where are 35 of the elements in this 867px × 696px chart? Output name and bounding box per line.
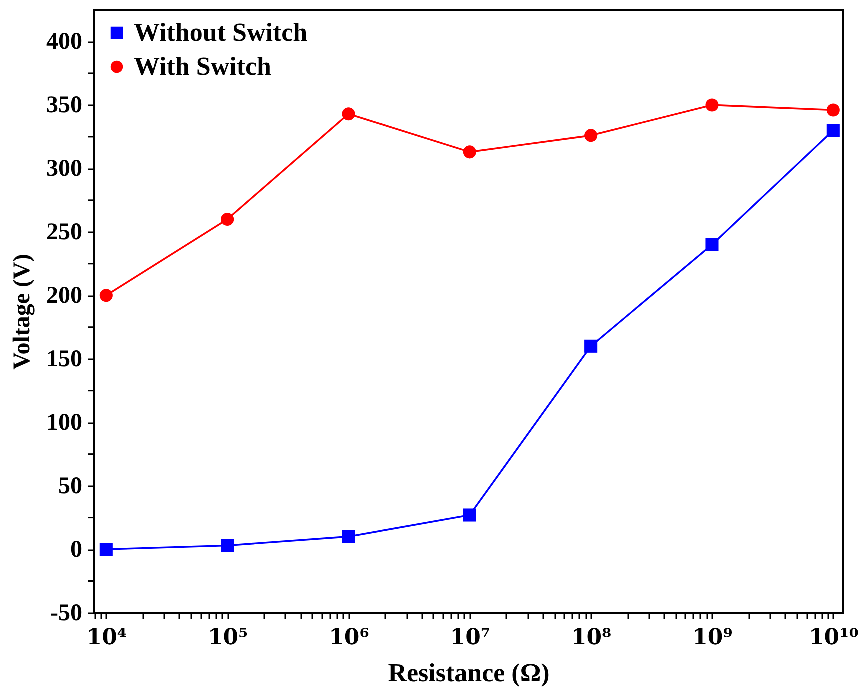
x-tick-label: 10⁴: [86, 624, 128, 650]
y-tick-label: -50: [50, 600, 82, 626]
y-tick-label: 100: [46, 410, 82, 436]
y-tick-label: 400: [46, 29, 82, 56]
point: [826, 104, 840, 117]
legend-label: Without Switch: [134, 18, 308, 47]
x-tick-label: 10⁵: [208, 624, 248, 650]
y-axis-title: Voltage (V): [10, 254, 36, 370]
point: [463, 146, 476, 159]
point: [342, 530, 356, 544]
x-tick-label: 10⁶: [329, 624, 370, 650]
y-tick-label: 50: [58, 474, 82, 500]
legend-label: With Switch: [134, 52, 272, 81]
y-tick-label: 350: [46, 92, 82, 119]
point: [100, 543, 113, 556]
x-tick-label: 10⁸: [571, 624, 612, 650]
y-tick-label: 200: [46, 283, 82, 310]
x-tick-label: 10⁹: [692, 624, 733, 650]
point: [221, 539, 234, 552]
y-tick-label: 300: [46, 156, 82, 182]
x-tick-label: 10¹⁰: [808, 624, 860, 650]
point: [706, 238, 719, 252]
point: [584, 340, 598, 353]
x-axis-title: Resistance (Ω): [388, 658, 550, 688]
point: [584, 129, 598, 142]
point: [706, 98, 719, 112]
point: [342, 108, 356, 121]
y-tick-label: 250: [46, 220, 82, 246]
y-tick-label: 0: [70, 537, 82, 564]
point: [100, 289, 113, 302]
y-tick-label: 150: [46, 346, 82, 373]
point: [826, 124, 840, 138]
point: [221, 212, 234, 226]
point: [463, 508, 476, 522]
x-tick-label: 10⁷: [450, 624, 491, 650]
